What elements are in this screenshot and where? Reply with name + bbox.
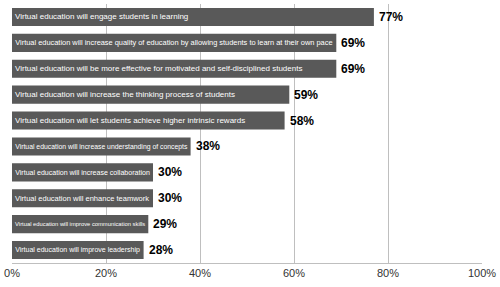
svg-text:29%: 29% — [153, 217, 177, 231]
svg-text:69%: 69% — [341, 62, 365, 76]
svg-text:Virtual education will enhance: Virtual education will enhance teamwork — [15, 194, 149, 203]
svg-text:Virtual education will let stu: Virtual education will let students achi… — [15, 116, 245, 125]
svg-text:0%: 0% — [4, 267, 20, 279]
svg-text:30%: 30% — [158, 165, 182, 179]
svg-text:Virtual education will increas: Virtual education will increase quality … — [15, 38, 332, 47]
svg-text:60%: 60% — [283, 267, 305, 279]
svg-text:Virtual education will increas: Virtual education will increase collabor… — [15, 169, 150, 176]
svg-text:Virtual education will improve: Virtual education will improve leadershi… — [15, 246, 140, 254]
svg-text:59%: 59% — [294, 88, 318, 102]
svg-text:20%: 20% — [95, 267, 117, 279]
svg-text:77%: 77% — [379, 10, 403, 24]
svg-text:69%: 69% — [341, 36, 365, 50]
svg-text:Virtual education will engage: Virtual education will engage students i… — [15, 12, 188, 21]
svg-text:28%: 28% — [149, 243, 173, 257]
svg-text:58%: 58% — [290, 114, 314, 128]
svg-text:100%: 100% — [468, 267, 496, 279]
svg-text:80%: 80% — [377, 267, 399, 279]
svg-text:Virtual education will increas: Virtual education will increase the thin… — [15, 90, 235, 99]
svg-text:Virtual education will increas: Virtual education will increase understa… — [15, 143, 188, 151]
svg-text:Virtual education will be more: Virtual education will be more effective… — [15, 64, 302, 73]
svg-text:38%: 38% — [196, 139, 220, 153]
svg-text:40%: 40% — [189, 267, 211, 279]
svg-text:30%: 30% — [158, 191, 182, 205]
svg-text:Virtual education will improve: Virtual education will improve communica… — [15, 221, 145, 227]
